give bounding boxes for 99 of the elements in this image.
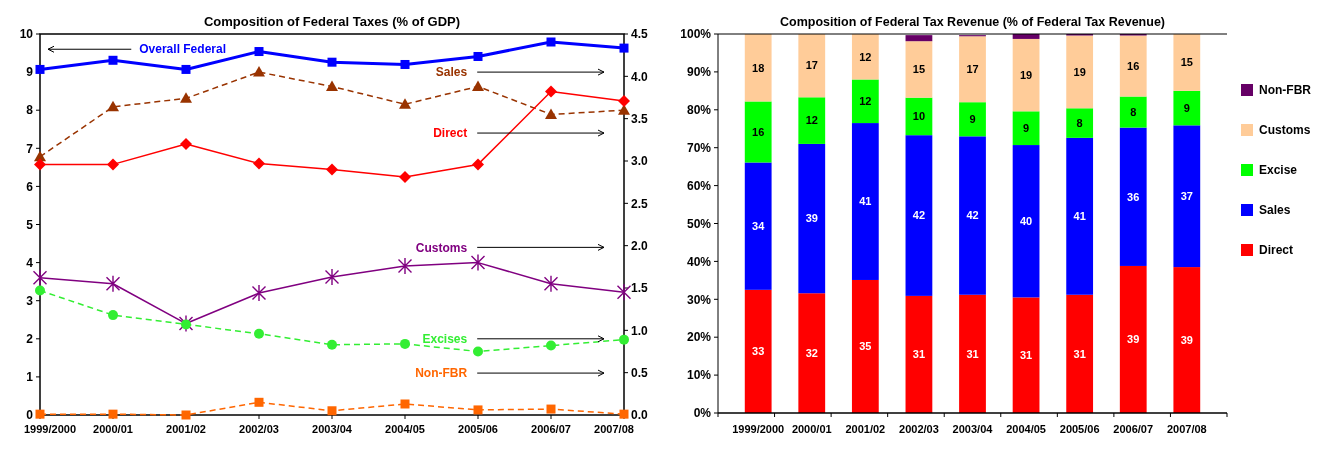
data-label: 40 (1019, 215, 1033, 228)
data-label: 37 (1180, 190, 1193, 203)
data-label: 42 (966, 209, 979, 222)
x-tick-label: 2003/04 (952, 423, 994, 435)
data-label: 15 (912, 63, 926, 76)
y2-tick-label: 2.5 (631, 196, 649, 211)
y-tick-label: 90% (686, 65, 712, 80)
y-tick-label: 0% (693, 406, 712, 421)
y2-tick-label: 4.5 (631, 27, 649, 42)
y-tick-label: 8 (26, 103, 34, 118)
x-tick-label: 1999/2000 (732, 423, 785, 435)
y2-tick-label: 1.5 (631, 281, 649, 296)
y-tick-label: 40% (686, 254, 712, 269)
y-tick-label: 10% (686, 368, 712, 383)
x-tick-label: 2006/07 (531, 423, 571, 435)
data-label: 9 (1183, 101, 1190, 114)
data-label: 8 (1076, 116, 1083, 129)
y-tick-label: 70% (686, 140, 712, 155)
data-label: 12 (805, 114, 818, 127)
data-label: 9 (1023, 122, 1030, 135)
data-label: 17 (805, 59, 818, 72)
legend-label: Direct (1259, 243, 1294, 258)
y-tick-label: 1 (26, 370, 34, 385)
data-label: 16 (1127, 59, 1140, 72)
data-label: 31 (1073, 347, 1086, 360)
x-tick-label: 2000/01 (93, 423, 133, 435)
chart-title: Composition of Federal Tax Revenue (% of Federal Tax Revenue) (779, 15, 1166, 29)
x-tick-label: 2004/05 (385, 423, 425, 435)
y-tick-label: 100% (680, 27, 712, 42)
legend-label: Excise (1259, 163, 1298, 178)
y2-tick-label: 4.0 (631, 69, 649, 84)
data-label: 16 (752, 125, 765, 138)
legend-label: Sales (1259, 203, 1291, 218)
data-label: 34 (752, 220, 766, 232)
data-label: 36 (1127, 190, 1140, 203)
y-tick-label: 6 (26, 179, 34, 194)
y-tick-label: 7 (26, 141, 34, 156)
x-tick-label: 2006/07 (1113, 423, 1154, 435)
data-label: 31 (1019, 349, 1033, 362)
data-label: 31 (966, 347, 979, 360)
x-tick-label: 2002/03 (899, 423, 939, 435)
x-tick-label: 2007/08 (594, 423, 634, 435)
y-tick-label: 4 (26, 255, 34, 270)
series-label: Excises (422, 332, 468, 346)
data-label: 12 (859, 50, 872, 63)
data-label: 39 (1127, 333, 1140, 346)
data-label: 10 (912, 110, 926, 123)
x-tick-label: 2005/06 (458, 423, 498, 435)
series-label: Non-FBR (415, 366, 468, 381)
y-tick-label: 3 (26, 293, 34, 308)
data-label: 19 (1073, 65, 1086, 78)
data-label: 12 (859, 95, 872, 108)
series-label: Overall Federal (139, 42, 226, 57)
y2-tick-label: 3.0 (631, 154, 649, 169)
y-tick-label: 30% (686, 292, 712, 307)
x-tick-label: 1999/2000 (24, 423, 76, 435)
y2-tick-label: 3.5 (631, 111, 649, 126)
series-label: Sales (435, 65, 468, 80)
x-tick-label: 2007/08 (1166, 423, 1207, 435)
y-tick-label: 50% (686, 216, 712, 231)
x-tick-label: 2004/05 (1006, 423, 1046, 435)
data-label: 41 (859, 195, 872, 208)
x-tick-label: 2001/02 (166, 423, 206, 435)
chart-title: Composition of Federal Taxes (% of GDP) (203, 14, 461, 29)
data-label: 41 (1073, 210, 1086, 223)
y-tick-label: 2 (26, 332, 34, 346)
series-label: Customs (415, 240, 468, 255)
data-label: 17 (966, 63, 979, 76)
data-label: 42 (912, 209, 926, 222)
x-tick-label: 2003/04 (312, 423, 353, 435)
y-tick-label: 20% (686, 330, 712, 345)
legend-label: Non-FBR (1259, 83, 1312, 98)
data-label: 18 (752, 61, 765, 74)
data-label: 33 (752, 345, 765, 358)
data-label: 8 (1130, 105, 1137, 118)
y-tick-label: 80% (686, 103, 712, 117)
y2-tick-label: 0.0 (631, 408, 649, 423)
x-tick-label: 2000/01 (791, 423, 832, 435)
data-label: 39 (805, 212, 818, 225)
y2-tick-label: 2.0 (631, 238, 649, 253)
data-label: 35 (859, 340, 872, 353)
x-tick-label: 2002/03 (239, 423, 279, 435)
legend-label: Customs (1259, 123, 1311, 138)
data-label: 19 (1019, 68, 1033, 81)
y-tick-label: 60% (686, 178, 712, 193)
y2-tick-label: 1.0 (631, 323, 649, 338)
y-tick-label: 10 (19, 27, 34, 42)
y-tick-label: 9 (26, 65, 34, 80)
y-tick-label: 0 (26, 408, 34, 423)
series-label: Direct (433, 126, 468, 141)
data-label: 31 (912, 348, 926, 361)
x-tick-label: 2001/02 (845, 423, 886, 435)
x-tick-label: 2005/06 (1059, 423, 1100, 435)
data-label: 15 (1180, 56, 1193, 69)
data-label: 9 (969, 113, 976, 126)
y2-tick-label: 0.5 (631, 365, 649, 380)
y-tick-label: 5 (26, 217, 34, 232)
data-label: 32 (805, 346, 818, 359)
data-label: 39 (1180, 333, 1193, 346)
